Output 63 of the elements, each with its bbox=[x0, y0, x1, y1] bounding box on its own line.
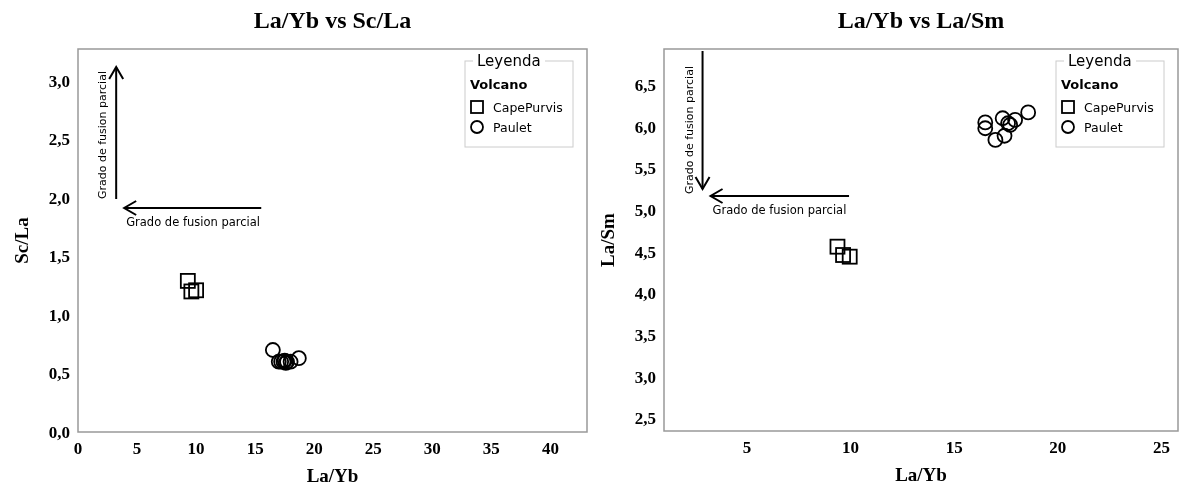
y-tick-label: 5,5 bbox=[634, 159, 656, 179]
legend-label: Paulet bbox=[1084, 120, 1123, 135]
y-tick-label: 2,0 bbox=[48, 188, 70, 208]
annotation: Grado de fusion parcial bbox=[96, 71, 110, 199]
x-tick-label: 5 bbox=[742, 438, 752, 457]
chart-title: La/Yb vs Sc/La bbox=[253, 7, 412, 33]
point bbox=[996, 127, 1013, 144]
point bbox=[264, 342, 281, 358]
point bbox=[179, 273, 196, 289]
point bbox=[1020, 104, 1037, 121]
y-tick-label: 3,5 bbox=[634, 326, 656, 346]
point bbox=[977, 120, 994, 137]
legend-label: CapePurvis bbox=[1084, 100, 1154, 115]
y-tick-label: 1,0 bbox=[48, 305, 70, 325]
x-tick-label: 20 bbox=[305, 439, 323, 458]
annotation: Grado de fusion parcial bbox=[712, 203, 847, 217]
x-tick-label: 30 bbox=[423, 439, 441, 458]
annotation: Grado de fusion parcial bbox=[126, 215, 260, 229]
y-tick-label: 3,0 bbox=[48, 71, 70, 91]
point bbox=[1007, 112, 1023, 128]
point bbox=[841, 248, 858, 265]
y-tick-label: 2,5 bbox=[634, 409, 656, 429]
x-tick-label: 10 bbox=[187, 439, 205, 458]
y-axis-title: Sc/La bbox=[11, 216, 32, 264]
x-tick-label: 5 bbox=[132, 439, 142, 458]
x-tick-label: 25 bbox=[364, 439, 382, 458]
y-tick-label: 2,5 bbox=[48, 130, 70, 150]
point bbox=[188, 282, 204, 299]
point bbox=[977, 114, 994, 131]
x-axis-title: La/Yb bbox=[895, 464, 947, 485]
annotation: Leyenda bbox=[1068, 52, 1132, 70]
y-tick-label: 0,5 bbox=[48, 364, 70, 384]
chart-title: La/Yb vs La/Sm bbox=[837, 7, 1005, 33]
legend-label: CapePurvis bbox=[493, 100, 563, 115]
y-tick-label: 6,0 bbox=[634, 117, 656, 137]
y-tick-label: 4,5 bbox=[634, 242, 656, 262]
y-tick-label: 6,5 bbox=[634, 75, 656, 95]
y-tick-label: 3,0 bbox=[634, 367, 656, 387]
point bbox=[829, 238, 846, 255]
x-tick-label: 40 bbox=[541, 439, 559, 458]
point bbox=[994, 110, 1011, 127]
x-tick-label: 0 bbox=[73, 439, 83, 458]
legend-title: Volcano bbox=[1061, 77, 1119, 92]
y-tick-label: 5,0 bbox=[634, 200, 656, 220]
x-tick-label: 15 bbox=[246, 439, 264, 458]
y-tick-label: 4,0 bbox=[634, 284, 656, 304]
point bbox=[835, 247, 851, 263]
legend-label: Paulet bbox=[493, 120, 532, 135]
x-tick-label: 35 bbox=[482, 439, 500, 458]
annotation: Leyenda bbox=[477, 52, 541, 70]
legend-title: Volcano bbox=[470, 77, 528, 92]
annotation: Grado de fusion parcial bbox=[682, 66, 696, 194]
x-tick-label: 20 bbox=[1049, 438, 1067, 457]
point bbox=[987, 132, 1004, 148]
x-tick-label: 15 bbox=[945, 438, 963, 457]
y-axis-title: La/Sm bbox=[597, 212, 618, 267]
y-tick-label: 0,0 bbox=[48, 423, 70, 442]
point bbox=[290, 350, 307, 367]
x-tick-label: 25 bbox=[1152, 438, 1170, 457]
x-tick-label: 10 bbox=[842, 438, 860, 457]
y-tick-label: 1,5 bbox=[48, 247, 70, 267]
point bbox=[183, 283, 200, 300]
x-axis-title: La/Yb bbox=[306, 465, 359, 486]
